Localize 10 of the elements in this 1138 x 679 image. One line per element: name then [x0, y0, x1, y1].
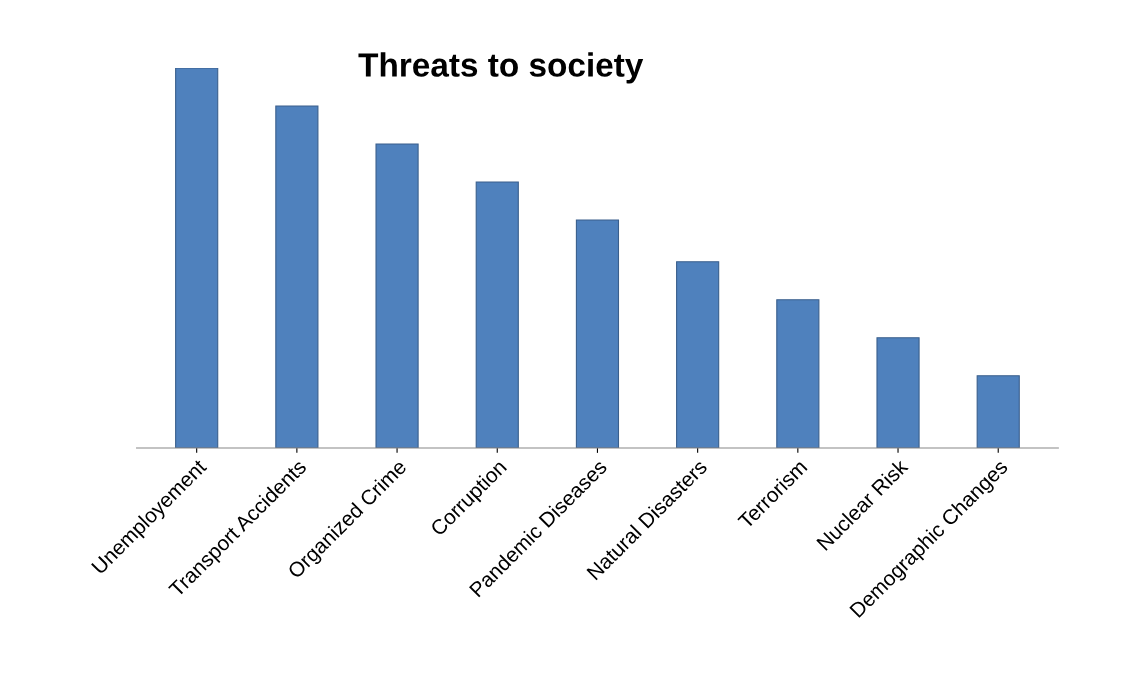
bar — [375, 143, 419, 448]
bar — [876, 337, 920, 448]
bar — [976, 375, 1020, 448]
bar — [175, 68, 219, 448]
bar — [776, 299, 820, 448]
bar — [676, 261, 720, 448]
chart-title: Threats to society — [358, 52, 644, 84]
bar — [275, 105, 319, 448]
bar — [575, 219, 620, 448]
bar — [475, 181, 519, 448]
